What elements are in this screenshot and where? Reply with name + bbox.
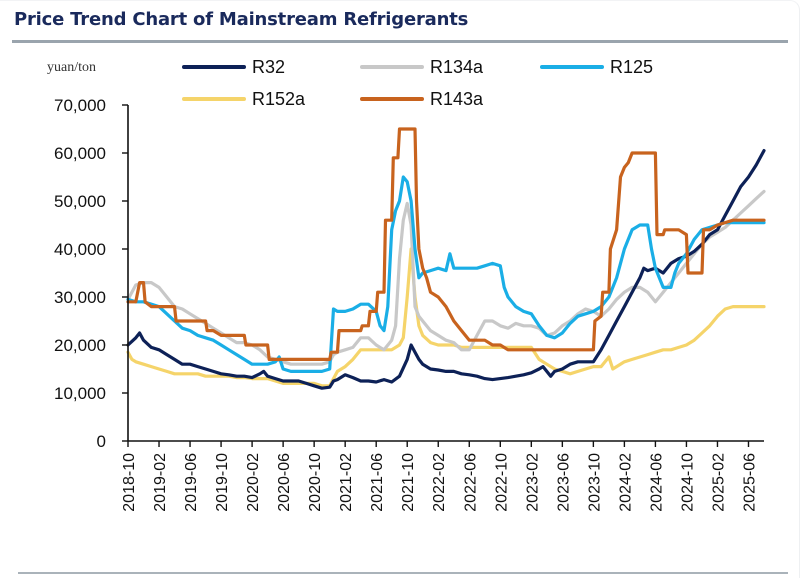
bottom-divider: [18, 572, 788, 574]
x-tick-label: 2024-06: [648, 453, 665, 512]
x-tick-label: 2022-02: [431, 453, 448, 512]
x-tick-label: 2020-02: [245, 453, 262, 512]
series-line-r143a: [126, 127, 766, 361]
title-underline: [12, 40, 788, 43]
y-tick-label: 20,000: [54, 336, 106, 355]
legend-label: R143a: [430, 89, 484, 109]
x-tick-label: 2024-02: [617, 453, 634, 512]
x-tick-label: 2021-06: [369, 453, 386, 512]
x-tick-label: 2025-06: [741, 453, 758, 512]
page-title: Price Trend Chart of Mainstream Refriger…: [14, 9, 469, 30]
x-tick-label: 2023-10: [586, 453, 603, 512]
y-tick-label: 60,000: [54, 144, 106, 163]
x-tick-label: 2021-02: [338, 453, 355, 512]
y-tick-label: 30,000: [54, 288, 106, 307]
y-tick-label: 50,000: [54, 192, 106, 211]
x-tick-label: 2022-10: [493, 453, 510, 512]
legend-item-r32: R32: [182, 57, 285, 77]
y-axis-unit-label: yuan/ton: [47, 60, 96, 75]
x-tick-label: 2021-10: [400, 453, 417, 512]
legend-label: R152a: [252, 89, 306, 109]
legend-label: R32: [252, 57, 285, 77]
x-tick-label: 2020-06: [276, 453, 293, 512]
legend-item-r152a: R152a: [182, 89, 306, 109]
y-tick-label: 70,000: [54, 96, 106, 115]
x-tick-label: 2019-02: [152, 453, 169, 512]
x-tick-label: 2018-10: [121, 453, 138, 512]
series-line-r125: [126, 175, 766, 373]
x-tick-label: 2023-02: [524, 453, 541, 512]
legend-item-r143a: R143a: [360, 89, 484, 109]
legend-label: R125: [610, 57, 653, 77]
x-tick-label: 2020-10: [307, 453, 324, 512]
x-tick-label: 2019-10: [214, 453, 231, 512]
legend: R32 R134a R125 R152a R143a: [182, 57, 653, 109]
series-line-r134a: [126, 189, 766, 366]
series-line-r32: [126, 149, 766, 390]
x-tick-label: 2019-06: [183, 453, 200, 512]
series-layer: [126, 127, 766, 390]
legend-item-r134a: R134a: [360, 57, 484, 77]
legend-item-r125: R125: [540, 57, 653, 77]
x-tick-label: 2022-06: [462, 453, 479, 512]
x-tick-label: 2024-10: [679, 453, 696, 512]
y-tick-label: 10,000: [54, 384, 106, 403]
y-tick-label: 40,000: [54, 240, 106, 259]
x-tick-label: 2023-06: [555, 453, 572, 512]
y-tick-label: 0: [97, 432, 106, 451]
axes: 0 10,000 20,000 30,000 40,000 50,000 60,000 70,…: [54, 96, 764, 512]
x-tick-label: 2025-02: [710, 453, 727, 512]
legend-label: R134a: [430, 57, 484, 77]
